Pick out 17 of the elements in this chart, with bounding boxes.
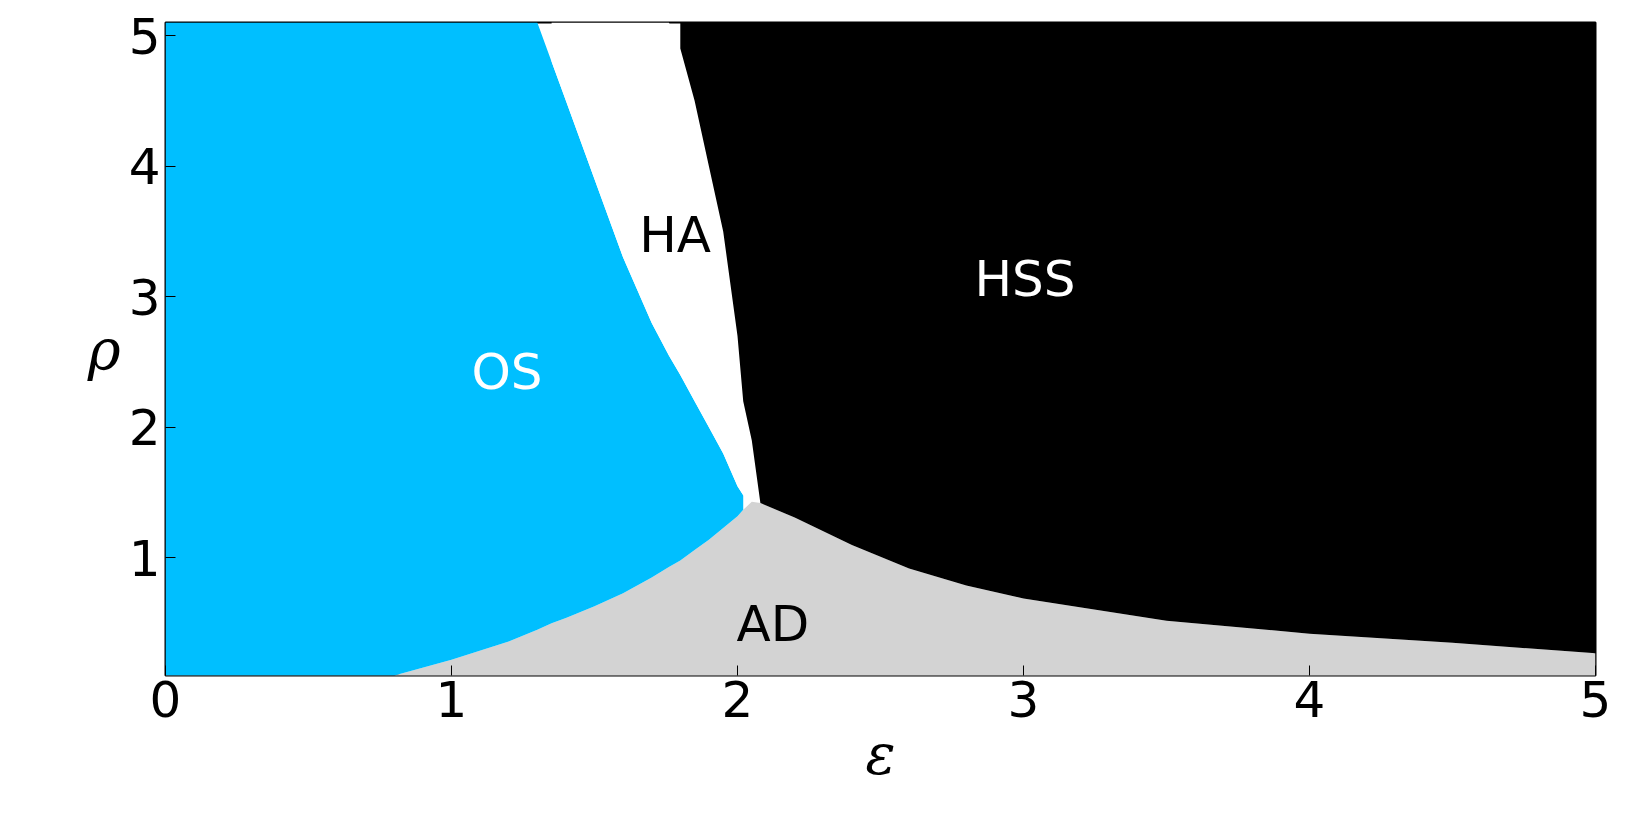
x-tick-label: 2 — [721, 670, 754, 729]
x-tick-label: 4 — [1293, 670, 1326, 729]
series-label: HSS — [974, 249, 1076, 308]
y-tick-label: 1 — [128, 529, 161, 588]
x-tick-label: 3 — [1007, 670, 1040, 729]
series-label: HA — [639, 205, 712, 264]
x-axis-title: ε — [865, 721, 896, 787]
y-tick-label: 4 — [128, 138, 161, 197]
y-axis-title: ρ — [86, 316, 121, 382]
y-tick-label: 2 — [128, 399, 161, 458]
y-tick-label: 5 — [128, 7, 161, 66]
y-tick-label: 3 — [128, 268, 161, 327]
x-tick-label: 5 — [1579, 670, 1612, 729]
series-label: AD — [736, 594, 810, 653]
x-tick-label: 0 — [149, 670, 182, 729]
series-label: OS — [471, 343, 543, 402]
x-tick-label: 1 — [435, 670, 468, 729]
